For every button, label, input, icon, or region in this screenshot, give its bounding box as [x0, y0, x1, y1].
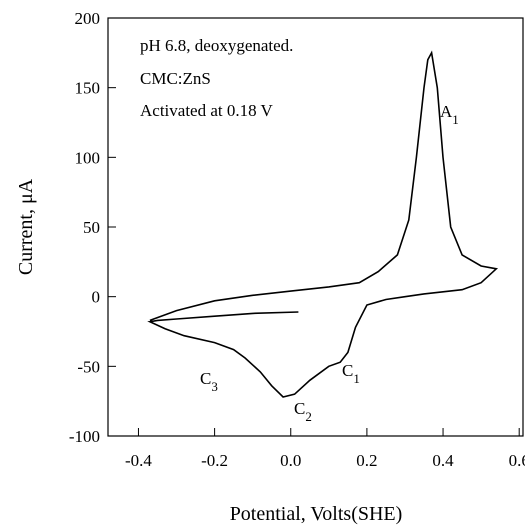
peak-label: C1: [342, 361, 360, 386]
y-tick-label: 0: [92, 288, 101, 307]
x-tick-label: 0.2: [356, 451, 377, 470]
x-tick-label: -0.2: [201, 451, 228, 470]
y-axis-title: Current, μA: [15, 178, 37, 275]
peak-label: C2: [294, 399, 312, 424]
y-tick-label: 150: [75, 79, 101, 98]
peak-label: A1: [440, 102, 459, 127]
x-tick-label: 0.6: [509, 451, 525, 470]
y-tick-label: 100: [75, 148, 101, 167]
y-tick-label: -100: [69, 427, 100, 446]
x-axis-title: Potential, Volts(SHE): [230, 503, 403, 525]
x-tick-label: -0.4: [125, 451, 152, 470]
x-tick-label: 0.0: [280, 451, 301, 470]
cv-curve: [147, 50, 499, 398]
annotation: CMC:ZnS: [140, 69, 211, 88]
x-tick-label: 0.4: [432, 451, 454, 470]
annotation: pH 6.8, deoxygenated.: [140, 36, 293, 55]
annotation: Activated at 0.18 V: [140, 101, 274, 120]
y-tick-label: -50: [77, 357, 100, 376]
y-tick-label: 50: [83, 218, 100, 237]
peak-label: C3: [200, 369, 218, 394]
y-tick-label: 200: [75, 9, 101, 28]
